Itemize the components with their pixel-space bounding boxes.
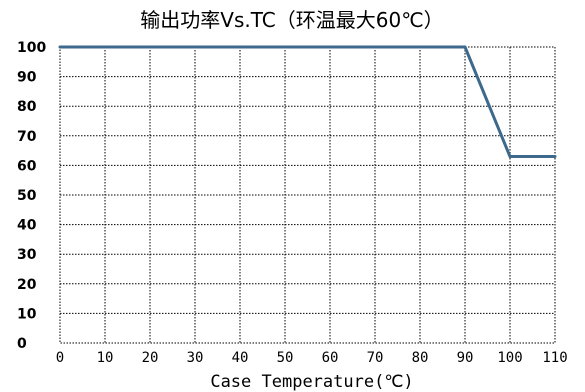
x-tick-label-10: 10 <box>97 350 114 366</box>
y-tick-label-10: 10 <box>17 306 37 322</box>
x-tick-label-110: 110 <box>542 350 567 366</box>
y-tick-label-60: 60 <box>17 158 37 174</box>
x-tick-label-80: 80 <box>412 350 429 366</box>
y-tick-label-80: 80 <box>17 99 37 115</box>
y-axis-ticks: 0 10 20 30 40 50 60 70 80 90 100 <box>17 40 46 352</box>
y-tick-label-90: 90 <box>17 70 37 86</box>
y-tick-label-30: 30 <box>17 247 37 263</box>
x-tick-label-30: 30 <box>187 350 204 366</box>
y-tick-label-20: 20 <box>17 277 37 293</box>
x-tick-label-70: 70 <box>367 350 384 366</box>
data-point-0-1 <box>463 45 467 49</box>
y-tick-label-70: 70 <box>17 129 37 145</box>
series-layer <box>58 45 557 159</box>
y-tick-label-0: 0 <box>17 336 27 352</box>
x-tick-label-0: 0 <box>56 350 64 366</box>
y-tick-label-50: 50 <box>17 188 37 204</box>
data-point-0-2 <box>508 155 512 159</box>
series-line-0 <box>60 45 555 159</box>
chart-title: 输出功率Vs.TC（环温最大60℃） <box>140 8 443 32</box>
grid <box>60 47 555 343</box>
x-tick-label-100: 100 <box>497 350 522 366</box>
x-tick-label-50: 50 <box>277 350 294 366</box>
y-tick-label-100: 100 <box>17 40 46 56</box>
x-axis-ticks: 0 10 20 30 40 50 60 70 80 90 100 110 <box>56 350 568 366</box>
x-tick-label-40: 40 <box>232 350 249 366</box>
y-tick-label-40: 40 <box>17 218 37 234</box>
data-point-0-0 <box>58 45 62 49</box>
x-tick-label-90: 90 <box>457 350 474 366</box>
data-point-0-3 <box>553 155 557 159</box>
x-tick-label-60: 60 <box>322 350 339 366</box>
x-axis-label: Case Temperature(℃) <box>210 372 413 392</box>
x-tick-label-20: 20 <box>142 350 159 366</box>
